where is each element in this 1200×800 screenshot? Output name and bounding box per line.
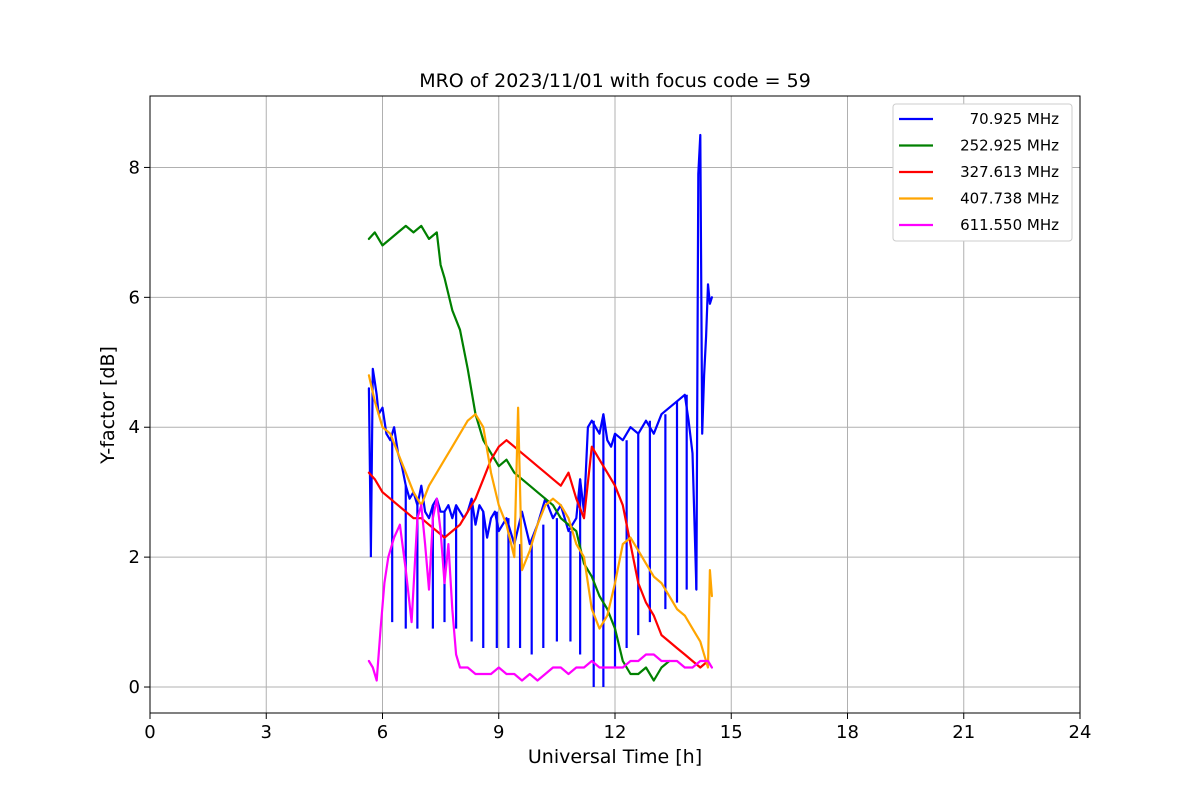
series-line-70-925-mhz [367, 133, 714, 591]
x-tick-label: 6 [377, 722, 388, 743]
x-tick-label: 12 [604, 722, 627, 743]
x-tick-label: 15 [720, 722, 743, 743]
legend-label: 70.925 MHz [970, 110, 1059, 128]
series-line-611-550-mhz [367, 497, 714, 682]
y-axis-label: Y-factor [dB] [97, 346, 119, 465]
legend-box [892, 103, 1073, 242]
series-line-327-613-mhz [367, 439, 710, 669]
x-axis-label: Universal Time [h] [528, 746, 702, 768]
x-tick-label: 24 [1069, 722, 1092, 743]
legend-label: 327.613 MHz [960, 163, 1059, 181]
legend: 70.925 MHz 252.925 MHz 327.613 MHz 407.738 … [892, 103, 1073, 242]
x-tick-label: 18 [836, 722, 859, 743]
y-tick-label: 2 [129, 547, 140, 568]
chart-title: MRO of 2023/11/01 with focus code = 59 [419, 70, 811, 92]
x-tick-label: 0 [144, 722, 155, 743]
legend-label: 407.738 MHz [960, 190, 1059, 208]
x-tick-label: 21 [952, 722, 975, 743]
x-tick-label: 9 [493, 722, 504, 743]
y-tick-label: 8 [129, 157, 140, 178]
y-tick-label: 6 [129, 287, 140, 308]
series-line-252-925-mhz [367, 224, 671, 682]
legend-label: 252.925 MHz [960, 137, 1059, 155]
x-tick-label: 3 [261, 722, 272, 743]
legend-label: 611.550 MHz [960, 216, 1059, 234]
y-tick-label: 4 [129, 417, 140, 438]
series-line-407-738-mhz [367, 374, 714, 669]
y-tick-label: 0 [129, 677, 140, 698]
series-layer [367, 133, 714, 688]
